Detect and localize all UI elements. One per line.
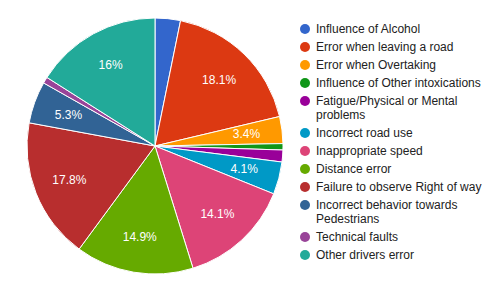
svg-text:3.4%: 3.4% (233, 127, 261, 141)
svg-text:14.9%: 14.9% (123, 230, 157, 244)
html-text:Incorrect behavior towards Ped: Incorrect behavior towards Pedestrians (316, 197, 458, 226)
html-text:Technical faults: Technical faults (316, 229, 398, 244)
svg-text:4.1%: 4.1% (231, 162, 259, 176)
svg-text:14.1%: 14.1% (200, 207, 234, 221)
html-text:Failure to observe Right of wa: Failure to observe Right of way (316, 179, 482, 194)
html-text:Error when Overtaking: Error when Overtaking (316, 57, 436, 72)
html-text:Distance error: Distance error (316, 161, 392, 176)
html-text:Other drivers error: Other drivers error (316, 247, 414, 262)
html-text:Influence of Other intoxicatio: Influence of Other intoxications (316, 75, 481, 90)
svg-text:16%: 16% (99, 58, 123, 72)
svg-text:18.1%: 18.1% (202, 73, 236, 87)
html-text:Error when leaving a road: Error when leaving a road (316, 39, 454, 54)
svg-text:17.8%: 17.8% (52, 173, 86, 187)
html-text:Fatigue/Physical or Mental pro: Fatigue/Physical or Mental problems (316, 93, 458, 122)
html-text:Incorrect road use: Incorrect road use (316, 125, 413, 140)
html-text:Influence of Alcohol: Influence of Alcohol (316, 21, 421, 36)
svg-text:5.3%: 5.3% (55, 108, 83, 122)
html-text:Inappropriate speed: Inappropriate speed (316, 143, 423, 158)
